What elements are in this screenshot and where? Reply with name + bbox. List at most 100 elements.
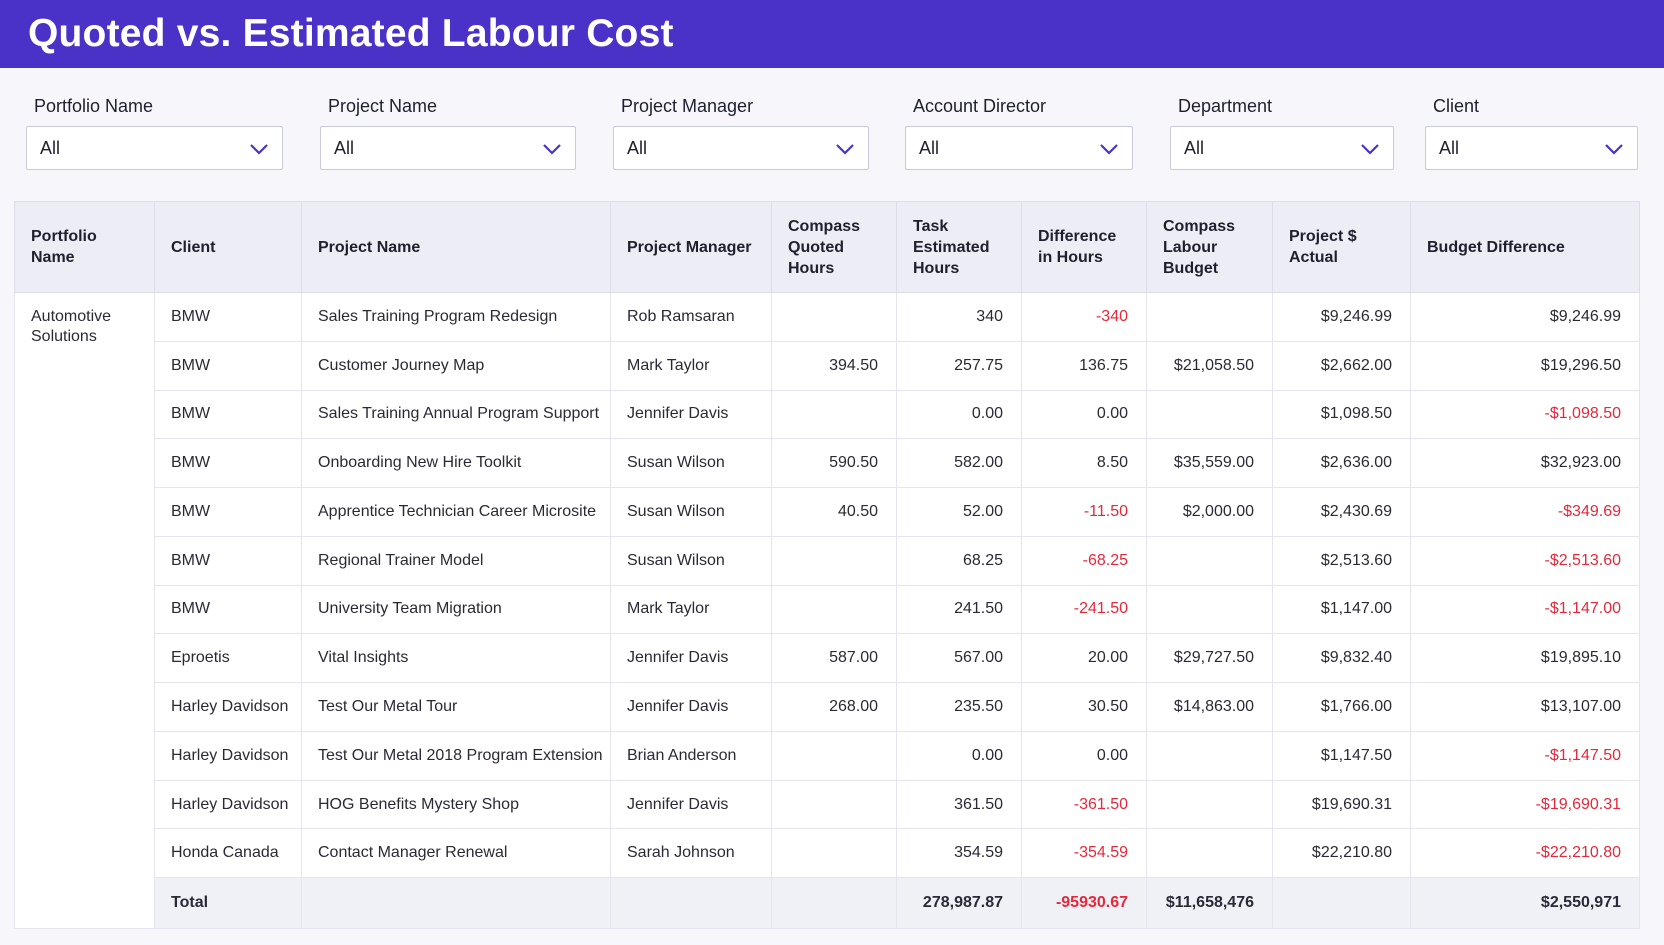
filter-dropdown[interactable]: All — [320, 126, 576, 170]
column-header[interactable]: Project Manager — [610, 201, 772, 293]
cell-budget: $21,058.50 — [1146, 340, 1273, 391]
cell-budget-diff: -$22,210.80 — [1410, 828, 1640, 879]
cell-budget-diff: -$1,098.50 — [1410, 389, 1640, 440]
cell-estimated: 241.50 — [896, 584, 1022, 635]
chevron-down-icon — [250, 144, 268, 155]
cell-manager: Susan Wilson — [610, 535, 772, 586]
filter-value: All — [334, 138, 355, 158]
cell-actual: $1,147.50 — [1272, 730, 1411, 781]
filter-portfolio-name: Portfolio Name All — [26, 94, 283, 170]
cell-project: Test Our Metal 2018 Program Extension — [301, 730, 611, 781]
table-header-row: Portfolio Name Client Project Name Project … — [14, 201, 1640, 293]
cell-manager: Jennifer Davis — [610, 779, 772, 830]
cell-project: Apprentice Technician Career Microsite — [301, 487, 611, 537]
filter-value: All — [627, 138, 648, 158]
filter-dropdown[interactable]: All — [1425, 126, 1638, 170]
cell-estimated: 235.50 — [896, 682, 1022, 732]
cell-budget: $35,559.00 — [1146, 438, 1273, 489]
cell-manager: Sarah Johnson — [610, 828, 772, 879]
column-header[interactable]: Budget Difference — [1410, 201, 1640, 293]
filter-label: Account Director — [913, 96, 1047, 116]
cell-manager: Susan Wilson — [610, 487, 772, 537]
cell-manager: Jennifer Davis — [610, 682, 772, 732]
filter-dropdown[interactable]: All — [905, 126, 1133, 170]
filter-value: All — [40, 138, 61, 158]
cell-budget: $2,000.00 — [1146, 487, 1273, 537]
cell-actual: $1,098.50 — [1272, 389, 1411, 440]
table-row[interactable]: BMW University Team Migration Mark Taylor 2… — [15, 584, 1640, 635]
cell-budget-diff: $19,895.10 — [1410, 633, 1640, 684]
cell-manager: Mark Taylor — [610, 584, 772, 635]
column-header[interactable]: Task Estimated Hours — [896, 201, 1022, 293]
filter-dropdown[interactable]: All — [1170, 126, 1394, 170]
table-row[interactable]: BMW Apprentice Technician Career Microsit… — [15, 487, 1640, 537]
cell-estimated: 567.00 — [896, 633, 1022, 684]
filter-dropdown[interactable]: All — [26, 126, 283, 170]
cell-budget-diff: -$19,690.31 — [1410, 779, 1640, 830]
cell-estimated: 52.00 — [896, 487, 1022, 537]
cell-budget-diff: -$2,513.60 — [1410, 535, 1640, 586]
cell-budget: $14,863.00 — [1146, 682, 1273, 732]
filter-value: All — [919, 138, 940, 158]
cell-client: BMW — [154, 340, 302, 391]
column-header[interactable]: Compass Quoted Hours — [771, 201, 897, 293]
filter-project-name: Project Name All — [320, 94, 576, 170]
cell-quoted — [771, 730, 897, 781]
cell-actual: $2,513.60 — [1272, 535, 1411, 586]
cell-estimated: 582.00 — [896, 438, 1022, 489]
cell-estimated: 257.75 — [896, 340, 1022, 391]
filter-label: Client — [1433, 96, 1480, 116]
table-row[interactable]: Honda Canada Contact Manager Renewal Sarah… — [15, 828, 1640, 879]
cell-budget — [1146, 389, 1273, 440]
table-row[interactable]: BMW Sales Training Annual Program Support… — [15, 389, 1640, 440]
cell-quoted — [771, 292, 897, 342]
table-row[interactable]: Automotive Solutions BMW Sales Training Pr… — [14, 291, 1640, 878]
cell-actual: $2,636.00 — [1272, 438, 1411, 489]
total-row: Total 278,987.87 -95930.67 $11,658,476 $2,55… — [14, 877, 1640, 929]
cell-actual: $9,832.40 — [1272, 633, 1411, 684]
column-header[interactable]: Difference in Hours — [1021, 201, 1147, 293]
table-row[interactable]: BMW Customer Journey Map Mark Taylor 394.50… — [15, 340, 1640, 391]
column-header[interactable]: Compass Labour Budget — [1146, 201, 1273, 293]
chevron-down-icon — [1361, 144, 1379, 155]
cell-budget — [1146, 730, 1273, 781]
table-row[interactable]: Harley Davidson Test Our Metal Tour Jennif… — [15, 682, 1640, 732]
cell-project: Contact Manager Renewal — [301, 828, 611, 879]
table-row[interactable]: Eproetis Vital Insights Jennifer Davis 587.… — [15, 633, 1640, 684]
table-row[interactable]: BMW Onboarding New Hire Toolkit Susan Wils… — [15, 438, 1640, 489]
column-header[interactable]: Project $ Actual — [1272, 201, 1411, 293]
column-header[interactable]: Client — [154, 201, 302, 293]
cell-actual: $1,147.00 — [1272, 584, 1411, 635]
cell-estimated: 340 — [896, 292, 1022, 342]
column-header[interactable]: Project Name — [301, 201, 611, 293]
chevron-down-icon — [1100, 144, 1118, 155]
cell-diff: -68.25 — [1021, 535, 1147, 586]
table-row[interactable]: BMW Regional Trainer Model Susan Wilson 68.… — [15, 535, 1640, 586]
cell-actual: $19,690.31 — [1272, 779, 1411, 830]
cell-estimated: 354.59 — [896, 828, 1022, 879]
cell-diff: 0.00 — [1021, 730, 1147, 781]
cell-client: BMW — [154, 292, 302, 342]
filter-dropdown[interactable]: All — [613, 126, 869, 170]
filter-label: Project Manager — [621, 96, 754, 116]
cell-quoted: 394.50 — [771, 340, 897, 391]
cell-budget-diff: $32,923.00 — [1410, 438, 1640, 489]
filter-account-director: Account Director All — [905, 94, 1133, 170]
cell-budget — [1146, 779, 1273, 830]
table-row[interactable]: Harley Davidson HOG Benefits Mystery Shop… — [15, 779, 1640, 830]
cell-budget: $29,727.50 — [1146, 633, 1273, 684]
cell-manager: Jennifer Davis — [610, 389, 772, 440]
cell-diff: 20.00 — [1021, 633, 1147, 684]
total-diff: -95930.67 — [1021, 877, 1147, 929]
cell-client: Harley Davidson — [154, 730, 302, 781]
cell-quoted — [771, 389, 897, 440]
cell-actual: $9,246.99 — [1272, 292, 1411, 342]
total-blank — [771, 877, 897, 929]
cell-diff: -354.59 — [1021, 828, 1147, 879]
total-estimated: 278,987.87 — [896, 877, 1022, 929]
table-row[interactable]: Harley Davidson Test Our Metal 2018 Progr… — [15, 730, 1640, 781]
cell-diff: 136.75 — [1021, 340, 1147, 391]
cell-project: Customer Journey Map — [301, 340, 611, 391]
column-header[interactable]: Portfolio Name — [14, 201, 155, 293]
cell-diff: -340 — [1021, 292, 1147, 342]
